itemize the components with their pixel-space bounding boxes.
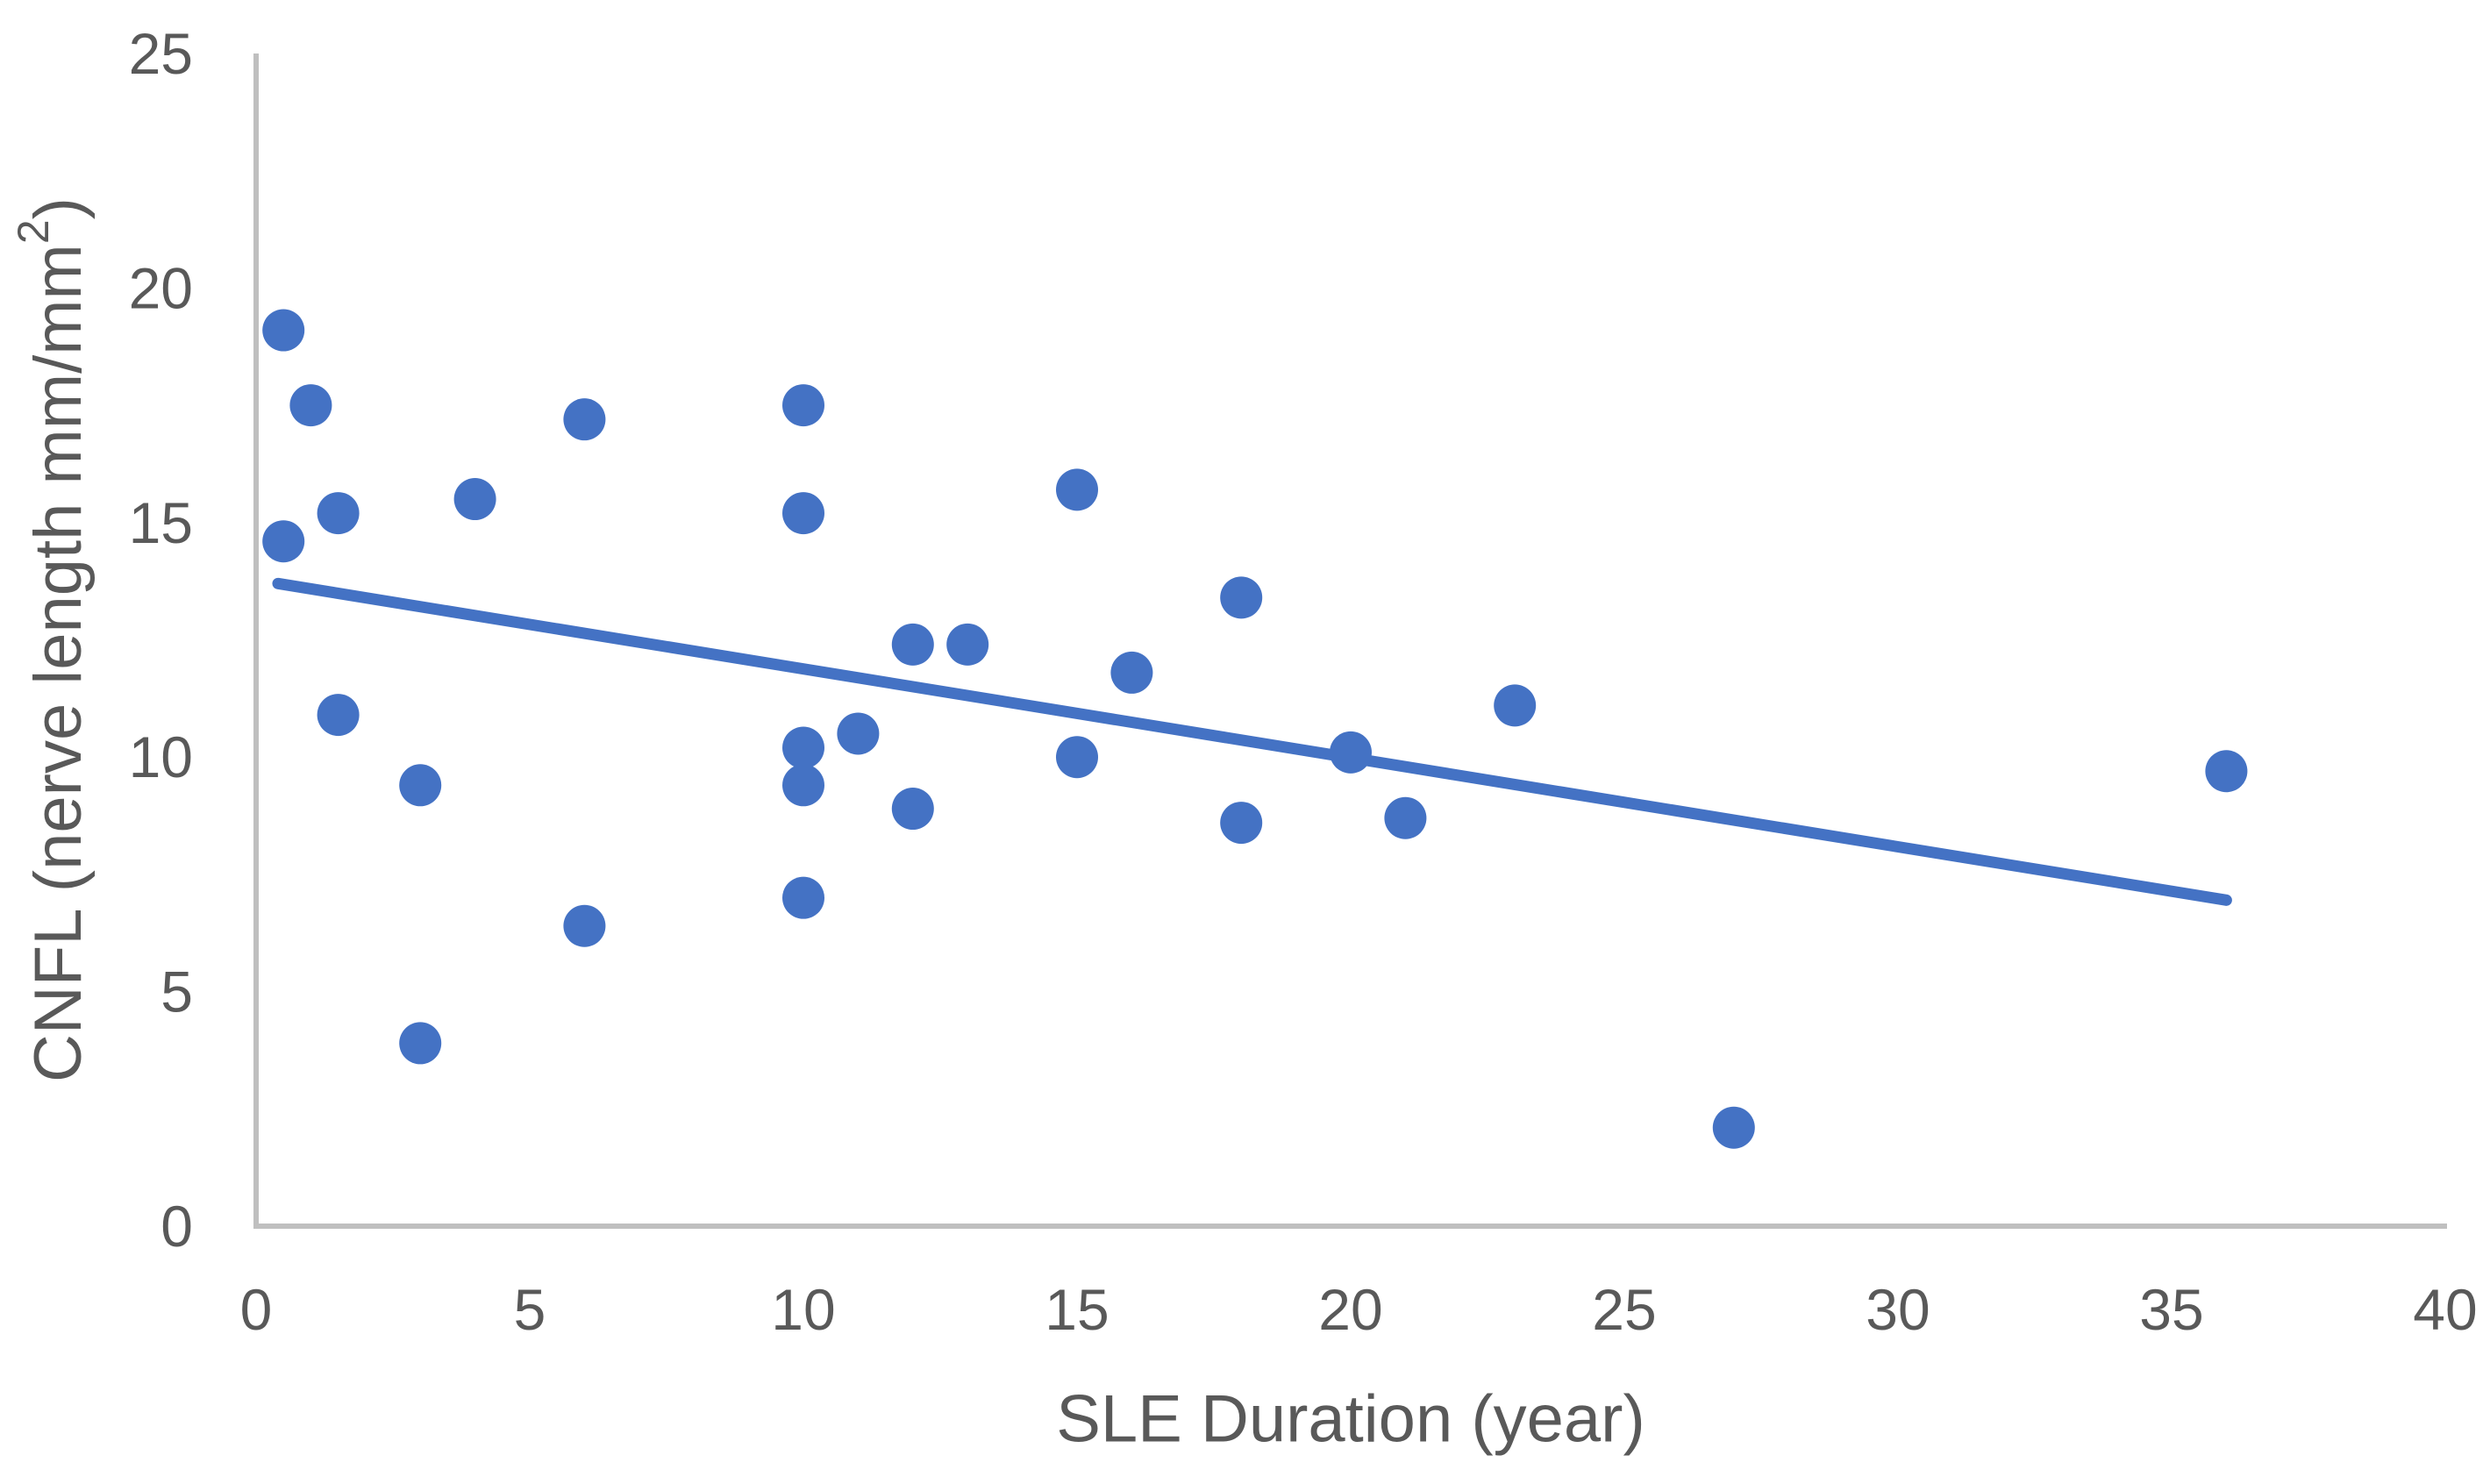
x-tick-label-15: 15 xyxy=(1045,1277,1109,1342)
scatter-point xyxy=(399,764,442,807)
scatter-point xyxy=(1712,1106,1755,1149)
scatter-point xyxy=(399,1022,442,1065)
y-tick-label-20: 20 xyxy=(129,255,193,320)
x-tick-label-30: 30 xyxy=(1866,1277,1930,1342)
series-layer xyxy=(262,309,2248,1149)
scatter-point xyxy=(782,726,824,769)
scatter-point xyxy=(782,384,824,427)
scatter-point xyxy=(1494,684,1537,727)
scatter-point xyxy=(1384,796,1427,839)
scatter-point xyxy=(289,384,332,427)
y-tick-label-15: 15 xyxy=(129,490,193,555)
x-axis-title: SLE Duration (year) xyxy=(1056,1382,1645,1457)
scatter-point xyxy=(563,398,606,441)
x-tick-label-10: 10 xyxy=(771,1277,835,1342)
scatter-point xyxy=(782,876,824,919)
scatter-point xyxy=(317,492,360,535)
scatter-point xyxy=(1110,651,1153,694)
scatter-point xyxy=(1330,731,1372,774)
x-tick-label-5: 5 xyxy=(514,1277,546,1342)
scatter-point xyxy=(262,309,305,352)
y-tick-label-0: 0 xyxy=(161,1194,193,1259)
scatter-point xyxy=(453,478,496,521)
scatter-point xyxy=(837,712,880,755)
x-tick-label-35: 35 xyxy=(2139,1277,2203,1342)
axes-layer xyxy=(253,54,2447,1229)
x-tick-label-40: 40 xyxy=(2413,1277,2477,1342)
scatter-point xyxy=(946,623,989,666)
x-tick-label-25: 25 xyxy=(1592,1277,1656,1342)
y-axis-title: CNFL (nerve length mm/mm2) xyxy=(9,197,96,1082)
scatter-point xyxy=(891,788,934,831)
linear-trendline xyxy=(272,577,2232,906)
scatter-point xyxy=(891,623,934,666)
y-tick-label-25: 25 xyxy=(129,21,193,86)
scatter-point xyxy=(317,694,360,737)
y-tick-label-10: 10 xyxy=(129,724,193,789)
x-tick-label-0: 0 xyxy=(240,1277,273,1342)
y-tick-label-5: 5 xyxy=(161,960,193,1024)
scatter-point xyxy=(1056,736,1098,779)
scatter-point xyxy=(262,520,305,563)
scatter-point xyxy=(2205,750,2248,793)
x-tick-label-20: 20 xyxy=(1318,1277,1382,1342)
tick-labels-layer: 0 5 10 15 20 25 0 5 10 15 20 25 30 35 40 xyxy=(129,21,2478,1342)
axis-titles-layer: SLE Duration (year) CNFL (nerve length mm… xyxy=(9,197,1645,1456)
scatter-point xyxy=(1056,468,1098,511)
scatter-point xyxy=(1220,802,1263,845)
scatter-point xyxy=(782,764,824,807)
scatter-point xyxy=(563,904,606,947)
scatter-point xyxy=(782,492,824,535)
scatter-point xyxy=(1220,576,1263,619)
